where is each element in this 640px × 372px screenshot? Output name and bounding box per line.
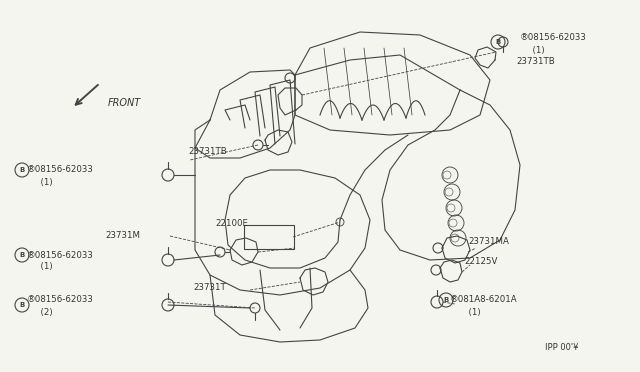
Text: B: B [19,302,24,308]
Text: (1): (1) [527,45,545,55]
Text: IPP 00'¥: IPP 00'¥ [545,343,579,353]
Text: B: B [495,39,500,45]
Text: B: B [444,297,449,303]
Text: B: B [19,167,24,173]
Text: 22100E: 22100E [215,219,248,228]
Text: 23731M: 23731M [105,231,140,241]
Text: B: B [19,252,24,258]
Text: (1): (1) [35,263,52,272]
Text: (1): (1) [463,308,481,317]
Text: 23731TB: 23731TB [188,148,227,157]
Text: ®08156-62033: ®08156-62033 [27,295,94,305]
Text: ®08156-62033: ®08156-62033 [520,33,587,42]
Text: ®081A8-6201A: ®081A8-6201A [450,295,518,305]
Text: (1): (1) [35,177,52,186]
Text: 23731T: 23731T [193,283,226,292]
Text: ®08156-62033: ®08156-62033 [27,166,94,174]
Text: 23731MA: 23731MA [468,237,509,247]
Text: 23731TB: 23731TB [516,58,555,67]
Text: ®08156-62033: ®08156-62033 [27,250,94,260]
Text: (2): (2) [35,308,52,317]
Text: 22125V: 22125V [464,257,497,266]
Text: FRONT: FRONT [108,98,141,108]
